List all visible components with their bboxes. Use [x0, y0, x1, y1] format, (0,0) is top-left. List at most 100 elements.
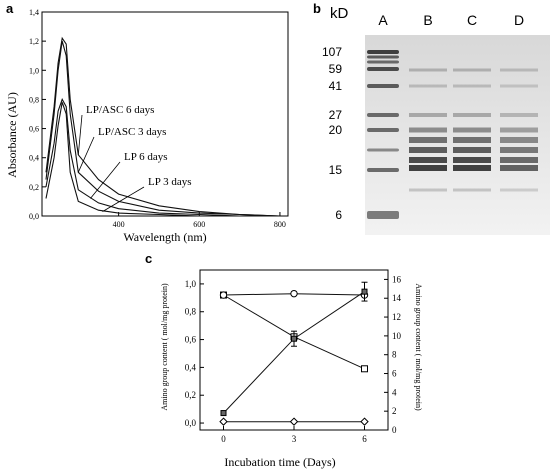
left-tick-label: 0,6: [185, 335, 197, 345]
panel-b-letter: b: [313, 1, 321, 16]
x-tick-label: 400: [113, 220, 125, 229]
ladder-band: [367, 113, 399, 117]
y-tick-label: 1,0: [29, 66, 39, 75]
lane-label: A: [378, 12, 388, 28]
panel-a-ylabel: Absorbance (AU): [5, 92, 19, 178]
lane-label: B: [423, 12, 432, 28]
sample-band: [409, 137, 447, 143]
absorbance-chart: a Absorbance (AU) Wavelength (nm) 0,0 0,2…: [5, 1, 289, 244]
right-tick-label: 14: [392, 293, 402, 303]
sample-band: [453, 68, 491, 72]
ladder-band: [367, 168, 399, 172]
sample-band: [409, 84, 447, 88]
x-tick-label: 800: [274, 220, 286, 229]
curve-label: LP 3 days: [148, 176, 192, 188]
panel-a-xlabel: Wavelength (nm): [123, 230, 206, 244]
left-tick-label: 0,4: [185, 362, 197, 372]
y-tick-label: 1,4: [29, 8, 39, 17]
panel-a-letter: a: [6, 1, 14, 16]
sample-band: [500, 68, 538, 72]
left-tick-label: 0,0: [185, 418, 197, 428]
panel-c-ylabel-left: Amino group content ( mol/mg protein): [160, 283, 169, 411]
panel-c-ylabel-right: Amino group content ( mol/mg protein): [414, 283, 423, 411]
kd-label: kD: [330, 5, 349, 22]
diamond-marker: [219, 417, 228, 426]
y-tick-label: 0,8: [29, 95, 39, 104]
sample-band: [453, 84, 491, 88]
sample-band: [453, 137, 491, 143]
y-tick-label: 1,2: [29, 37, 39, 46]
plot-frame: [41, 11, 289, 217]
ladder-band: [367, 60, 399, 64]
ladder-band: [367, 211, 399, 219]
y-tick-label: 0,0: [29, 212, 39, 221]
panel-a-spectra: a Absorbance (AU) Wavelength (nm) 0,0 0,2…: [0, 0, 300, 245]
panel-c-xlabel: Incubation time (Days): [224, 455, 335, 469]
panel-c-letter: c: [145, 251, 152, 266]
sample-band: [453, 157, 491, 163]
y-tick-label: 0,4: [29, 154, 39, 163]
panel-c-amino: c Amino group content ( mol/mg protein) …: [140, 250, 553, 470]
sample-band: [409, 147, 447, 153]
right-tick-label: 2: [392, 406, 397, 416]
curve-leader-line: [90, 161, 121, 199]
curve-leader-line: [77, 114, 83, 155]
ladder-band: [367, 67, 399, 71]
spectrum-line: [45, 40, 280, 217]
sample-band: [453, 147, 491, 153]
left-tick-label: 0,8: [185, 307, 197, 317]
marker-label: 20: [329, 123, 343, 137]
sample-band: [500, 188, 538, 192]
marker-label: 59: [329, 62, 343, 76]
y-tick-label: 0,2: [29, 183, 39, 192]
sample-band: [453, 165, 491, 171]
right-tick-label: 6: [392, 369, 397, 379]
ladder-band: [367, 84, 399, 88]
circle-marker: [219, 291, 228, 299]
curve-leader-line: [77, 136, 95, 173]
marker-label: 107: [322, 45, 342, 59]
right-tick-label: 4: [392, 387, 397, 397]
diamond-marker: [360, 417, 369, 426]
y-tick-label: 0,6: [29, 125, 39, 134]
sample-band: [500, 84, 538, 88]
x-tick-label: 6: [362, 434, 367, 444]
sample-band: [500, 147, 538, 153]
filled-square-marker: [361, 288, 368, 295]
sample-band: [409, 165, 447, 171]
marker-label: 15: [329, 163, 343, 177]
sample-band: [500, 113, 538, 117]
curve-label: LP/ASC 6 days: [86, 104, 154, 116]
lane-label: D: [514, 12, 524, 28]
x-tick-label: 600: [193, 220, 205, 229]
sample-band: [500, 165, 538, 171]
right-tick-label: 8: [392, 350, 397, 360]
gel-background: [365, 35, 550, 235]
sample-band: [409, 188, 447, 192]
square-marker: [361, 365, 368, 373]
x-tick-label: 0: [221, 434, 226, 444]
sample-band: [453, 127, 491, 133]
diamond-marker: [289, 417, 299, 426]
x-tick-label: 3: [292, 434, 297, 444]
left-tick-label: 0,2: [185, 390, 196, 400]
sample-band: [409, 127, 447, 133]
sample-band: [500, 127, 538, 133]
right-tick-label: 0: [392, 425, 397, 435]
right-tick-label: 10: [392, 331, 402, 341]
marker-label: 41: [329, 79, 343, 93]
left-tick-label: 1,0: [185, 279, 197, 289]
ladder-band: [367, 50, 399, 54]
spectrum-line: [45, 98, 280, 217]
sample-band: [453, 188, 491, 192]
filled-square-marker: [291, 335, 297, 342]
sample-band: [500, 137, 538, 143]
sample-band: [409, 157, 447, 163]
curve-label: LP 6 days: [124, 151, 168, 163]
sample-band: [500, 157, 538, 163]
lane-label: C: [467, 12, 477, 28]
series-line: [223, 291, 365, 414]
curve-leader-line: [102, 186, 145, 212]
panel-b-gel: b kD A B C D 107 59 41 27 20 15 6: [310, 0, 553, 245]
